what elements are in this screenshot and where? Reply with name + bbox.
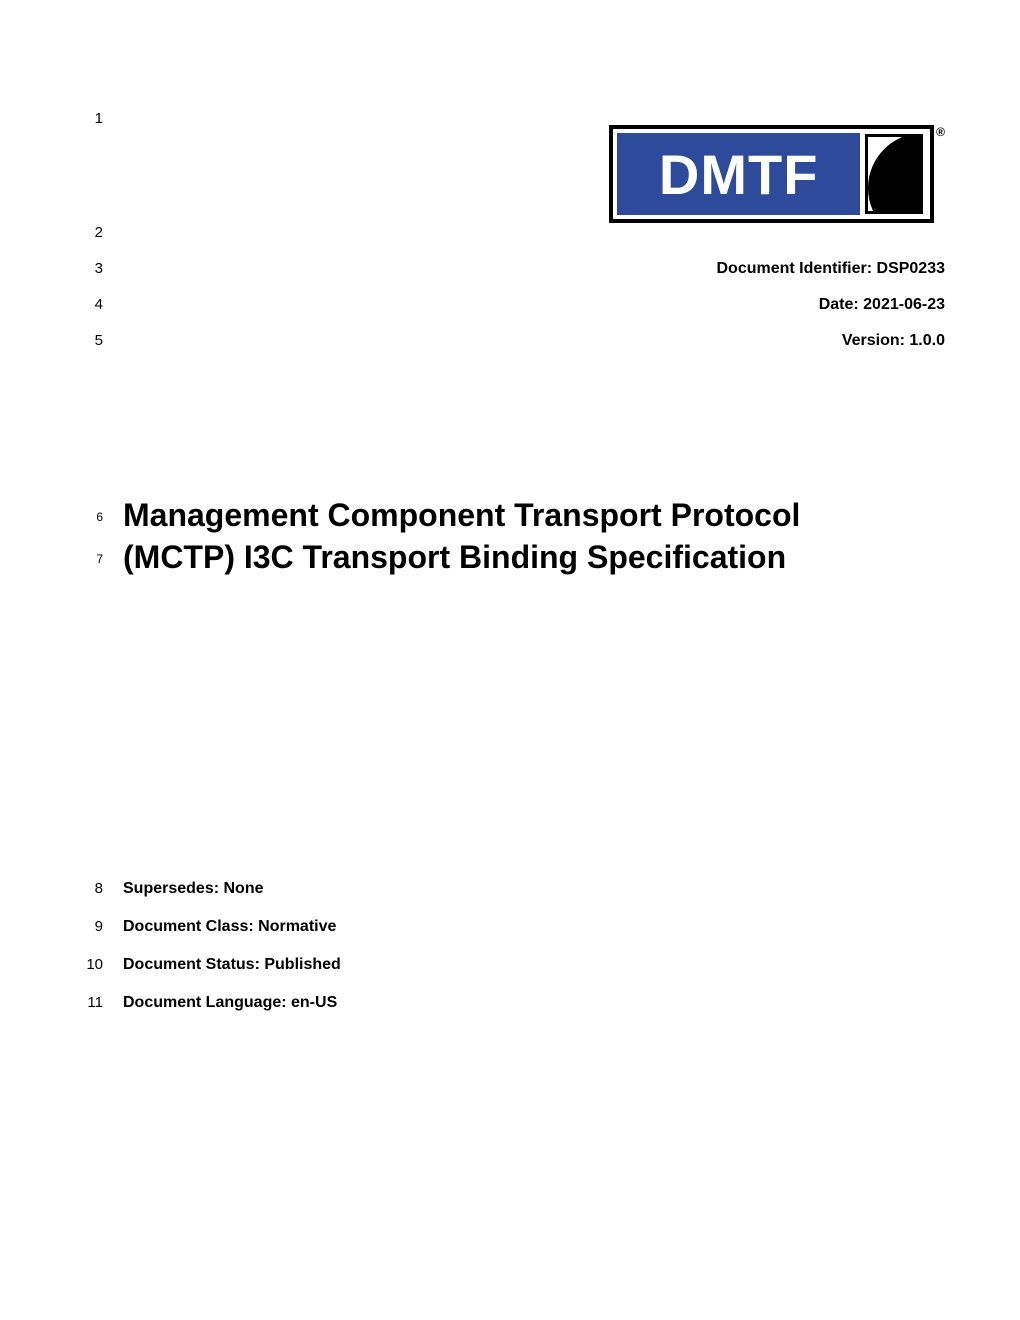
line-number: 1 — [75, 110, 107, 127]
registered-mark: ® — [936, 125, 945, 139]
line-number: 5 — [75, 332, 107, 349]
line-4: 4 Date: 2021-06-23 — [75, 296, 945, 332]
line-5: 5 Version: 1.0.0 — [75, 332, 945, 368]
line-number: 4 — [75, 296, 107, 313]
line-number: 9 — [75, 918, 107, 935]
line-9: 9 Document Class: Normative — [75, 918, 945, 956]
document-status-field: Document Status: Published — [107, 956, 945, 974]
document-class-field: Document Class: Normative — [107, 918, 945, 936]
dmtf-logo: DMTF — [609, 125, 934, 223]
line-8: 8 Supersedes: None — [75, 880, 945, 918]
line-7: 7 (MCTP) I3C Transport Binding Specifica… — [75, 536, 945, 580]
document-date: Date: 2021-06-23 — [107, 296, 945, 314]
line-number: 3 — [75, 260, 107, 277]
line-number: 2 — [75, 224, 107, 241]
logo-swoosh-icon — [865, 134, 923, 214]
title-line-2: (MCTP) I3C Transport Binding Specificati… — [107, 536, 945, 579]
logo-container: DMTF ® — [609, 125, 945, 223]
line-10: 10 Document Status: Published — [75, 956, 945, 994]
title-line-1: Management Component Transport Protocol — [107, 494, 945, 537]
document-language-field: Document Language: en-US — [107, 994, 945, 1012]
line-number: 7 — [75, 536, 107, 566]
logo-text: DMTF — [617, 133, 860, 215]
line-6: 6 Management Component Transport Protoco… — [75, 494, 945, 536]
line-number: 8 — [75, 880, 107, 897]
line-3: 3 Document Identifier: DSP0233 — [75, 260, 945, 296]
line-2: 2 — [75, 224, 945, 260]
document-version: Version: 1.0.0 — [107, 332, 945, 350]
line-number: 11 — [75, 994, 107, 1011]
line-11: 11 Document Language: en-US — [75, 994, 945, 1032]
line-number: 6 — [75, 494, 107, 524]
supersedes-field: Supersedes: None — [107, 880, 945, 898]
line-number: 10 — [75, 956, 107, 973]
document-identifier: Document Identifier: DSP0233 — [107, 260, 945, 278]
logo-icon-wrap — [860, 133, 926, 215]
